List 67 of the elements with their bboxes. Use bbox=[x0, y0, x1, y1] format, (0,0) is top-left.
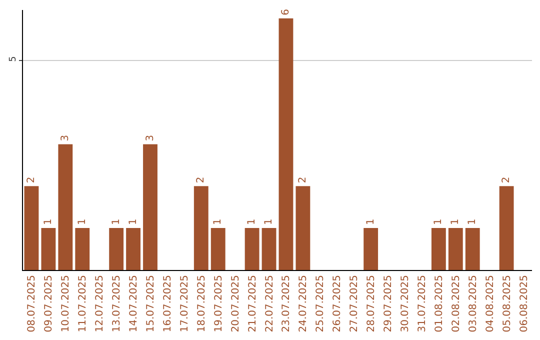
data-label: 6 bbox=[280, 9, 292, 16]
x-tick-label: 22.07.2025 bbox=[264, 275, 276, 332]
x-tick-label: 25.07.2025 bbox=[315, 275, 326, 332]
bar bbox=[499, 186, 514, 270]
data-label: 2 bbox=[196, 176, 207, 184]
bar bbox=[210, 228, 226, 270]
data-label: 1 bbox=[467, 218, 478, 226]
bar bbox=[296, 186, 310, 270]
data-label: 3 bbox=[144, 134, 156, 142]
x-tick-label: 27.07.2025 bbox=[349, 275, 360, 332]
x-tick-label: 20.07.2025 bbox=[230, 275, 242, 332]
data-label: 3 bbox=[60, 134, 71, 142]
x-tick-label: 16.07.2025 bbox=[162, 275, 174, 332]
data-label: 2 bbox=[501, 176, 512, 184]
x-tick-label: 14.07.2025 bbox=[128, 275, 140, 332]
x-tick-label: 12.07.2025 bbox=[94, 275, 106, 332]
bar bbox=[465, 228, 480, 270]
x-tick-label: 04.08.2025 bbox=[484, 275, 496, 332]
data-label: 1 bbox=[76, 218, 88, 226]
bar bbox=[109, 228, 124, 270]
data-label: 1 bbox=[42, 218, 54, 226]
x-tick-label: 11.07.2025 bbox=[78, 275, 89, 332]
x-tick-label: 06.08.2025 bbox=[518, 275, 530, 332]
bar bbox=[126, 228, 140, 270]
x-tick-label: 02.08.2025 bbox=[450, 275, 462, 332]
bar bbox=[278, 18, 294, 270]
x-tick-label: 21.07.2025 bbox=[247, 275, 258, 332]
x-tick-label: 31.07.2025 bbox=[416, 275, 428, 332]
bar bbox=[244, 228, 260, 270]
data-label: 1 bbox=[246, 218, 258, 226]
data-label: 1 bbox=[365, 218, 376, 226]
x-tick-label: 19.07.2025 bbox=[213, 275, 224, 332]
bar bbox=[24, 186, 39, 270]
x-tick-label: 08.07.2025 bbox=[26, 275, 38, 332]
bar bbox=[364, 228, 378, 270]
data-label: 1 bbox=[264, 218, 275, 226]
data-label: 2 bbox=[297, 176, 308, 184]
bar bbox=[194, 186, 208, 270]
x-tick-label: 10.07.2025 bbox=[60, 275, 72, 332]
data-label: 2 bbox=[26, 176, 37, 184]
x-tick-label: 24.07.2025 bbox=[298, 275, 310, 332]
x-tick-label: 29.07.2025 bbox=[383, 275, 394, 332]
bar bbox=[431, 228, 446, 270]
x-tick-label: 03.08.2025 bbox=[468, 275, 479, 332]
x-tick-label: 05.08.2025 bbox=[502, 275, 513, 332]
data-label: 1 bbox=[433, 218, 444, 226]
x-tick-label: 26.07.2025 bbox=[332, 275, 344, 332]
y-tick-label: 5 bbox=[8, 56, 18, 62]
bar bbox=[58, 144, 73, 270]
x-tick-label: 23.07.2025 bbox=[281, 275, 292, 332]
bar bbox=[75, 228, 90, 270]
x-tick-label: 28.07.2025 bbox=[366, 275, 378, 332]
data-label: 1 bbox=[110, 218, 122, 226]
bar bbox=[143, 144, 158, 270]
x-tick-label: 13.07.2025 bbox=[112, 275, 123, 332]
x-tick-label: 09.07.2025 bbox=[44, 275, 55, 332]
x-tick-label: 15.07.2025 bbox=[146, 275, 156, 332]
bar bbox=[448, 228, 463, 270]
x-tick-label: 17.07.2025 bbox=[179, 275, 190, 332]
x-tick-label: 18.07.2025 bbox=[196, 275, 208, 332]
x-tick-label: 01.08.2025 bbox=[434, 275, 445, 332]
data-label: 1 bbox=[450, 218, 462, 226]
data-label: 1 bbox=[128, 218, 139, 226]
bar bbox=[41, 228, 56, 270]
bar bbox=[262, 228, 276, 270]
x-tick-label: 30.07.2025 bbox=[400, 275, 411, 332]
data-label: 1 bbox=[212, 218, 224, 226]
